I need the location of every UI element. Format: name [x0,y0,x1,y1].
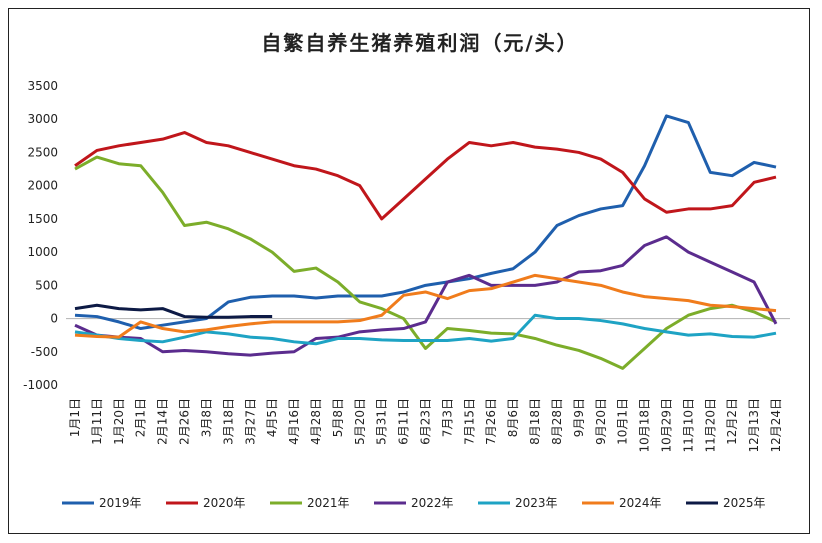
x-tick-label: 10月18日 [638,398,652,453]
y-tick-label: 0 [50,312,58,326]
series-line-2020年 [74,131,777,221]
x-tick-label: 2月26日 [178,398,192,445]
series-line-2021年 [74,155,777,370]
series-line-2019年 [74,114,777,331]
x-tick-label: 3月27日 [243,398,257,445]
x-tick-label: 12月24日 [769,398,783,453]
x-tick-label: 2月1日 [134,398,148,437]
y-tick-label: 1500 [27,212,58,226]
x-tick-label: 11月20日 [703,398,717,453]
y-tick-label: 3000 [27,112,58,126]
x-tick-label: 7月3日 [440,398,454,437]
legend-label: 2024年 [619,496,662,510]
y-tick-label: -1000 [23,378,58,392]
x-tick-label: 2月14日 [156,398,170,445]
legend-label: 2023年 [515,496,558,510]
x-tick-label: 10月1日 [616,398,630,445]
x-tick-label: 5月8日 [331,398,345,437]
x-tick-label: 3月8日 [199,398,213,437]
x-tick-label: 4月28日 [309,398,323,445]
x-tick-label: 1月1日 [68,398,82,437]
legend-label: 2025年 [723,496,766,510]
series-line-2022年 [74,235,778,357]
y-tick-label: -500 [31,345,58,359]
chart-title: 自繁自养生猪养殖利润（元/头） [261,31,578,55]
x-tick-label: 12月13日 [747,398,761,453]
series-line-2023年 [74,313,777,346]
x-tick-label: 12月2日 [725,398,739,445]
legend-label: 2019年 [99,496,142,510]
x-tick-label: 8月18日 [528,398,542,445]
x-tick-label: 4月16日 [287,398,301,445]
x-tick-label: 11月10日 [681,398,695,453]
x-tick-label: 1月20日 [112,398,126,445]
series-line-2024年 [74,273,777,339]
series-line-2025年 [74,303,273,319]
x-tick-label: 9月9日 [572,398,586,437]
x-tick-label: 3月18日 [221,398,235,445]
x-tick-label: 6月23日 [419,398,433,445]
x-tick-label: 5月31日 [375,398,389,445]
chart-frame [8,8,810,534]
legend-label: 2020年 [203,496,246,510]
x-tick-label: 9月20日 [594,398,608,445]
x-tick-label: 8月6日 [506,398,520,437]
x-tick-label: 5月20日 [353,398,367,445]
legend-label: 2021年 [307,496,350,510]
x-tick-label: 7月15日 [462,398,476,445]
y-tick-label: 2500 [27,145,58,159]
y-tick-label: 500 [35,278,58,292]
legend-label: 2022年 [411,496,454,510]
x-tick-label: 10月29日 [659,398,673,453]
x-tick-label: 7月26日 [484,398,498,445]
x-tick-label: 6月11日 [397,398,411,445]
x-tick-label: 4月5日 [265,398,279,437]
y-tick-label: 3500 [27,79,58,93]
x-tick-label: 8月28日 [550,398,564,445]
y-tick-label: 1000 [27,245,58,259]
y-tick-label: 2000 [27,179,58,193]
x-tick-label: 1月11日 [90,398,104,445]
